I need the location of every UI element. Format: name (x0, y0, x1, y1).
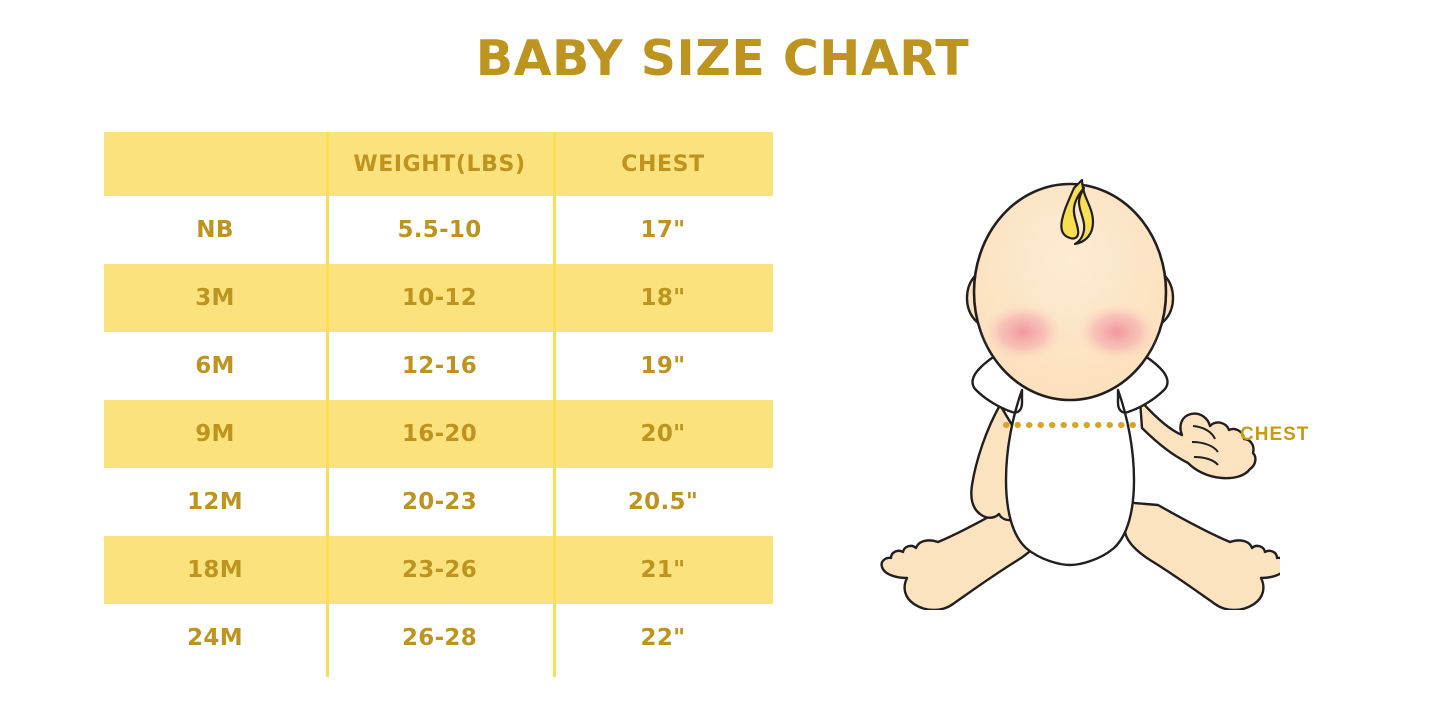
cell-chest: 21" (640, 557, 686, 583)
cell-size: 9M (195, 421, 235, 447)
cell-size: NB (196, 217, 234, 243)
cell-weight: 20-23 (401, 489, 478, 515)
baby-head (972, 182, 1168, 402)
baby-illustration (860, 150, 1280, 610)
size-table: WEIGHT(LBS) CHEST NB 5.5-10 17" 3M 10-12… (104, 132, 773, 677)
chest-measurement-label: CHEST (1240, 424, 1310, 445)
cell-size: 24M (187, 625, 243, 651)
table-row: 6M 12-16 19" (104, 332, 773, 400)
cell-weight: 5.5-10 (397, 217, 482, 243)
column-divider-line (326, 132, 329, 677)
cell-weight: 16-20 (401, 421, 478, 447)
column-header-weight: WEIGHT(LBS) (353, 151, 526, 177)
cell-chest: 19" (640, 353, 686, 379)
cell-size: 18M (187, 557, 243, 583)
table-row: 9M 16-20 20" (104, 400, 773, 468)
blush-left (981, 302, 1065, 362)
cell-size: 6M (195, 353, 235, 379)
baby-right-arm (1138, 398, 1257, 480)
cell-weight: 26-28 (401, 625, 478, 651)
cell-weight: 23-26 (401, 557, 478, 583)
table-row: 18M 23-26 21" (104, 536, 773, 604)
cell-chest: 17" (640, 217, 686, 243)
cell-weight: 10-12 (401, 285, 478, 311)
table-header-row: WEIGHT(LBS) CHEST (104, 132, 773, 196)
column-divider-line (553, 132, 556, 677)
cell-chest: 20" (640, 421, 686, 447)
cell-weight: 12-16 (401, 353, 478, 379)
cell-size: 12M (187, 489, 243, 515)
table-row: NB 5.5-10 17" (104, 196, 773, 264)
page-title: BABY SIZE CHART (475, 30, 970, 87)
baby-onesie (971, 336, 1169, 567)
baby-left-leg (880, 500, 1048, 610)
cell-chest: 20.5" (627, 489, 699, 515)
table-row: 3M 10-12 18" (104, 264, 773, 332)
column-header-size (104, 132, 326, 196)
baby-right-leg (1120, 500, 1280, 610)
cell-chest: 22" (640, 625, 686, 651)
table-row: 12M 20-23 20.5" (104, 468, 773, 536)
cell-chest: 18" (640, 285, 686, 311)
table-row: 24M 26-28 22" (104, 604, 773, 672)
blush-right (1075, 302, 1159, 362)
column-header-chest: CHEST (621, 151, 705, 177)
cell-size: 3M (195, 285, 235, 311)
hair-curl-icon (1060, 178, 1095, 246)
